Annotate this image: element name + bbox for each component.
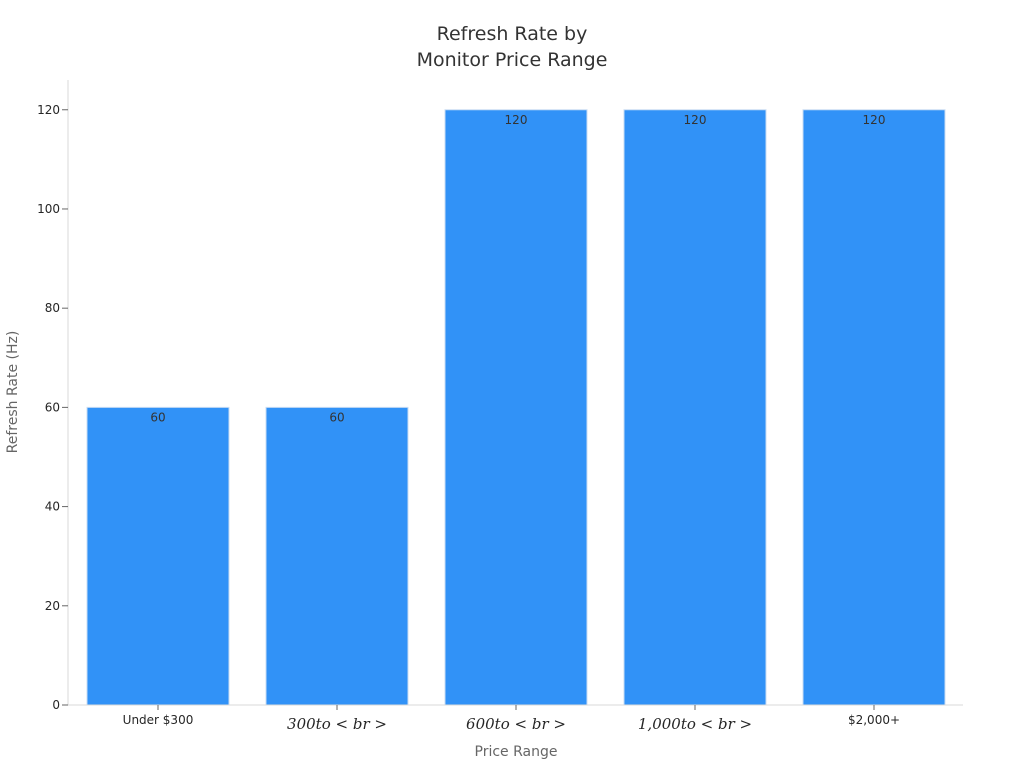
y-tick-label: 40: [45, 500, 60, 514]
y-tick-label: 60: [45, 400, 60, 414]
x-tick-label: $2,000+: [848, 713, 900, 727]
x-tick-label: Under $300: [123, 713, 194, 727]
chart-title-line-2: Monitor Price Range: [417, 49, 608, 71]
x-tick-label: 300to < br >: [287, 715, 387, 733]
bar-labels-group: 60 60 120 120 120: [150, 113, 885, 425]
bar-value-label: 120: [684, 113, 707, 127]
bar-1: [86, 406, 230, 706]
y-ticks-group: 0 20 40 60 80 100 120: [37, 103, 68, 712]
x-tick-label: 600to < br >: [466, 715, 566, 733]
y-tick-label: 100: [37, 202, 60, 216]
y-tick-label: 80: [45, 301, 60, 315]
bar-value-label: 120: [505, 113, 528, 127]
bar-value-label: 120: [863, 113, 886, 127]
x-axis-label: Price Range: [475, 744, 558, 760]
y-tick-label: 20: [45, 599, 60, 613]
chart-title-line-1: Refresh Rate by: [437, 23, 588, 45]
bars-group: [86, 109, 946, 706]
y-tick-label: 0: [52, 698, 60, 712]
bar-value-label: 60: [150, 410, 165, 424]
bar-2: [265, 406, 409, 706]
bar-5: [802, 109, 946, 706]
x-ticks-group: Under $300 300to < br > 600to < br > 1,000t…: [123, 705, 900, 733]
bar-3: [444, 109, 588, 706]
x-tick-label: 1,000to < br >: [638, 715, 752, 733]
y-axis-label: Refresh Rate (Hz): [5, 331, 21, 454]
bar-4: [623, 109, 767, 706]
y-tick-label: 120: [37, 103, 60, 117]
bar-value-label: 60: [329, 410, 344, 424]
